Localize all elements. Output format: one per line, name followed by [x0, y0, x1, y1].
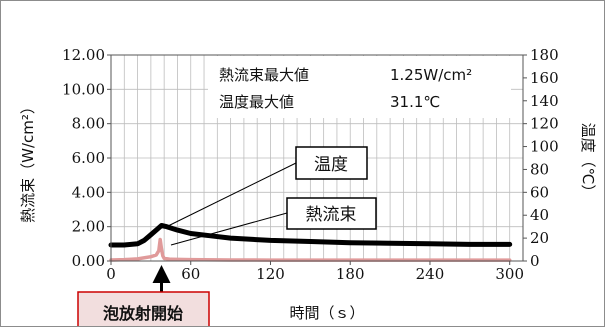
temperature-callout-box [295, 146, 368, 180]
x-tick-label: 300 [495, 265, 524, 283]
y-right-tick-label: 140 [530, 92, 559, 110]
y-right-tick-label: 20 [530, 229, 549, 247]
heatflux-callout-box [286, 197, 377, 230]
y-left-tick-label: 6.00 [72, 149, 105, 167]
y-left-tick-label: 0.00 [72, 252, 105, 270]
heatflux-callout-label: 熱流束 [306, 205, 357, 225]
y-right-tick-label: 120 [530, 115, 559, 133]
x-tick-label: 60 [181, 265, 200, 283]
start-marker-label: 泡放射開始 [103, 304, 183, 323]
x-axis-title: 時間（ｓ） [289, 304, 364, 322]
start-marker-box [77, 291, 210, 326]
y-right-tick-label: 160 [530, 69, 559, 87]
stat-heatflux-value: 1.25W/cm² [390, 66, 472, 84]
heatflux-callout-line [170, 212, 288, 246]
stat-temperature-value: 31.1℃ [390, 93, 440, 111]
y-left-tick-label: 2.00 [72, 218, 105, 236]
temperature-callout-label: 温度 [314, 155, 348, 175]
y-left-tick-label: 8.00 [72, 115, 105, 133]
temperature-series-line [108, 223, 513, 248]
x-axis-ticks: 0 60 120 180 240 300 [106, 261, 524, 283]
series-layer [108, 223, 513, 262]
y-left-tick-label: 4.00 [72, 183, 105, 201]
stat-temperature-label: 温度最大値 [219, 93, 294, 111]
temperature-callout-line [165, 162, 297, 228]
y-right-tick-label: 100 [530, 138, 559, 156]
y-left-tick-label: 10.00 [62, 80, 105, 98]
y-right-tick-label: 40 [530, 206, 549, 224]
y-right-tick-label: 180 [530, 46, 559, 64]
stats-box [208, 56, 511, 118]
x-tick-label: 120 [256, 265, 285, 283]
x-tick-label: 240 [416, 265, 445, 283]
x-tick-label: 0 [106, 265, 116, 283]
y-right-tick-label: 80 [530, 160, 549, 178]
y-right-tick-label: 60 [530, 183, 549, 201]
left-axis-ticks: 0.00 2.00 4.00 6.00 8.00 10.00 12.00 [62, 46, 111, 270]
y-right-axis-title: 温度（℃） [579, 123, 597, 200]
y-left-axis-title: 熱流束（W/cm²） [19, 99, 37, 223]
y-left-tick-label: 12.00 [62, 46, 105, 64]
start-marker-arrow-head [152, 265, 171, 283]
y-right-tick-label: 0 [530, 252, 540, 270]
right-axis-ticks: 0 20 40 60 80 100 120 140 160 180 [523, 46, 559, 270]
heatflux-series-line [109, 237, 512, 262]
x-tick-label: 180 [336, 265, 365, 283]
stat-heatflux-label: 熱流束最大値 [219, 66, 309, 84]
